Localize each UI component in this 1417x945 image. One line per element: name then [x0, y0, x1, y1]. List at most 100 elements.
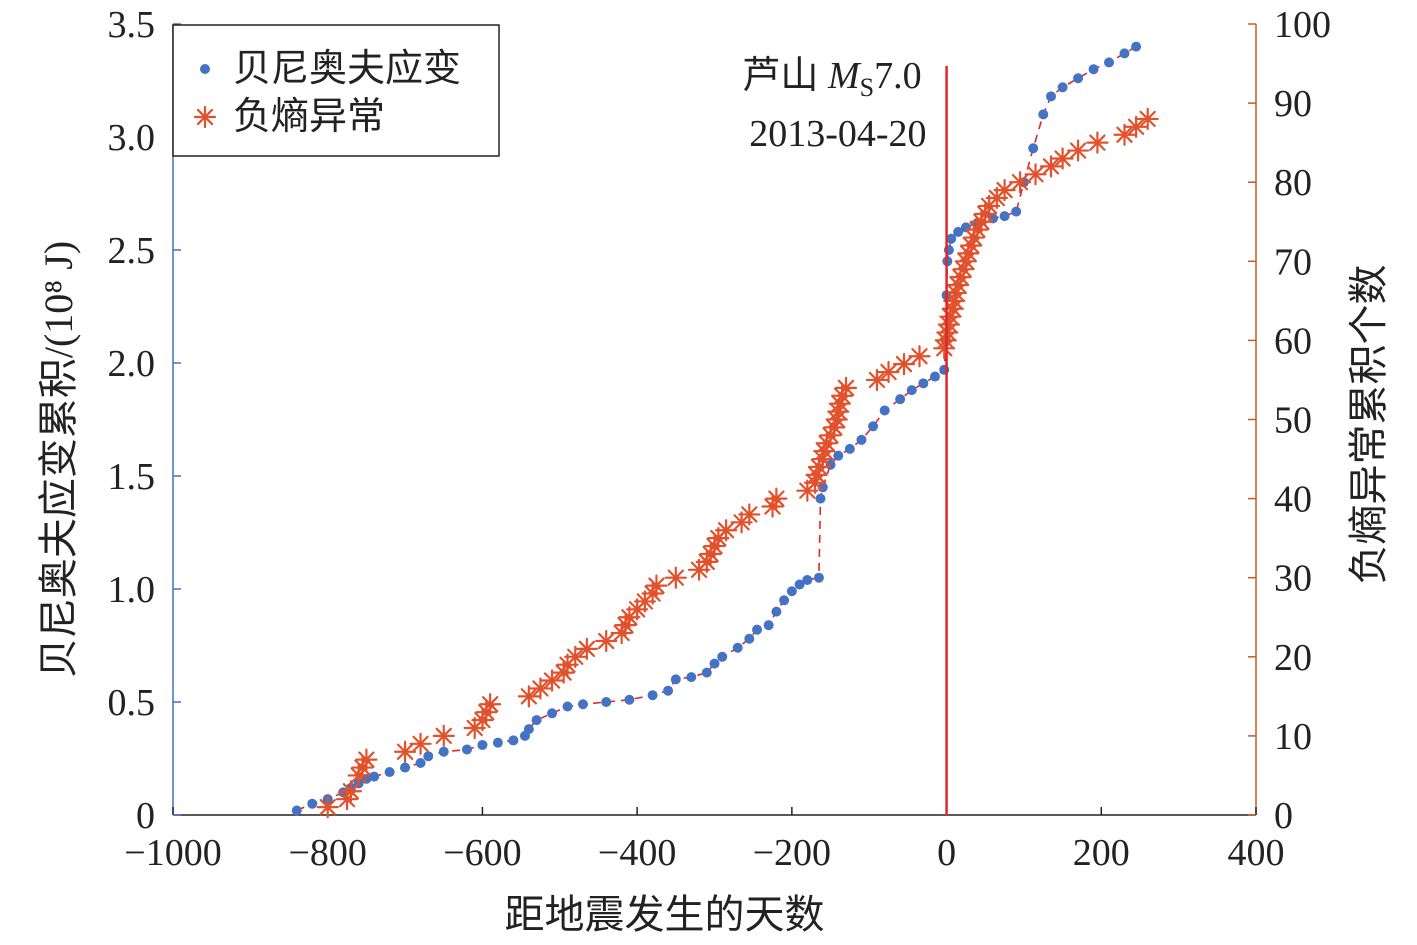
- entropy-point: [1136, 107, 1159, 131]
- strain-point: [523, 724, 534, 735]
- entropy-point: [540, 669, 564, 692]
- entropy-point: [1008, 171, 1032, 194]
- strain-point: [929, 371, 940, 382]
- strain-point: [400, 762, 411, 773]
- right-y-tick-label: 60: [1274, 320, 1312, 362]
- right-y-tick-label: 0: [1274, 795, 1293, 837]
- strain-point: [291, 805, 302, 816]
- entropy-point: [645, 574, 668, 597]
- strain-point: [771, 606, 782, 617]
- strain-point: [732, 642, 743, 653]
- entropy-point: [703, 534, 726, 558]
- left-y-tick-label: 0.5: [108, 682, 156, 724]
- legend-item-entropy: 负熵异常: [193, 96, 385, 138]
- strain-point: [744, 633, 755, 644]
- strain-point: [1131, 41, 1142, 52]
- strain-point: [477, 739, 488, 750]
- strain-point: [562, 701, 573, 712]
- x-tick-label: −200: [753, 832, 831, 874]
- entropy-point: [1039, 155, 1063, 178]
- entropy-point: [892, 353, 916, 376]
- x-tick-label: −400: [598, 832, 676, 874]
- strain-point: [547, 708, 558, 719]
- strain-point: [1046, 91, 1057, 102]
- entropy-point: [908, 345, 931, 368]
- entropy-point: [957, 242, 980, 265]
- strain-dashed-line: [296, 45, 1137, 812]
- strain-point: [1038, 109, 1049, 120]
- strain-point: [1104, 57, 1115, 68]
- axes: −1000 −800 −600 −400 −200 0 200 40000.51.01.52.…: [108, 4, 1332, 874]
- strain-point: [906, 385, 917, 396]
- strain-point: [384, 767, 395, 778]
- entropy-point: [564, 645, 587, 668]
- strain-point: [369, 771, 380, 782]
- right-y-tick-label: 30: [1274, 558, 1312, 600]
- right-y-tick-label: 90: [1274, 83, 1312, 125]
- annotation-magnitude-subscript: S: [860, 73, 874, 102]
- earthquake-annotation: 芦山 MS7.0 2013-04-20: [742, 55, 926, 155]
- legend-asterisk-marker: [193, 105, 217, 129]
- entropy-point: [834, 376, 858, 399]
- entropy-point: [316, 795, 339, 819]
- annotation-title: 芦山 MS7.0: [742, 55, 921, 102]
- strain-point: [815, 493, 826, 504]
- strain-point: [577, 699, 588, 710]
- strain-point: [686, 672, 697, 683]
- entropy-point: [765, 487, 788, 510]
- strain-point: [794, 579, 805, 590]
- left-y-tick-label: 3.5: [108, 4, 156, 46]
- legend: 贝尼奥夫应变 负熵异常: [172, 24, 500, 157]
- entropy-point: [575, 637, 598, 660]
- entropy-point: [738, 503, 761, 526]
- strain-point: [701, 667, 712, 678]
- strain-point: [1011, 206, 1022, 217]
- right-y-axis-label: 负熵异常累积个数: [1346, 265, 1391, 585]
- strain-point: [1088, 64, 1099, 75]
- strain-point: [647, 690, 658, 701]
- left-y-axis-label: 贝尼奥夫应变累积/(10⁸ J): [36, 241, 81, 678]
- strain-point: [999, 211, 1010, 222]
- strain-point: [709, 658, 720, 669]
- strain-point: [670, 674, 681, 685]
- x-tick-label: 400: [1228, 832, 1285, 874]
- annotation-magnitude-symbol: M: [827, 55, 862, 97]
- strain-point: [779, 595, 790, 606]
- x-tick-label: −600: [443, 832, 521, 874]
- entropy-point: [695, 550, 718, 573]
- strain-point: [601, 697, 612, 707]
- entropy-point: [1066, 139, 1090, 162]
- strain-point: [1119, 48, 1130, 59]
- legend-box: [172, 24, 500, 157]
- entropy-point: [335, 788, 359, 811]
- strain-point: [752, 624, 763, 635]
- strain-point: [868, 421, 879, 432]
- strain-point: [508, 735, 519, 746]
- entropy-point: [641, 582, 664, 605]
- strain-point: [802, 574, 813, 585]
- series-lines: [296, 45, 1137, 812]
- entropy-point: [1024, 163, 1047, 186]
- entropy-point: [339, 780, 363, 803]
- entropy-point: [952, 258, 975, 281]
- entropy-point: [595, 629, 618, 653]
- annotation-prefix: 芦山: [742, 55, 828, 97]
- left-y-tick-label: 1.0: [108, 569, 156, 611]
- entropy-point: [347, 764, 370, 787]
- strain-point: [856, 434, 867, 445]
- strain-point: [1028, 143, 1039, 154]
- series-marks: [291, 41, 1159, 819]
- entropy-point: [529, 677, 552, 700]
- x-tick-label: 0: [937, 832, 956, 874]
- entropy-point: [355, 748, 378, 771]
- right-y-tick-label: 50: [1274, 400, 1312, 442]
- left-y-tick-label: 2.0: [108, 343, 156, 385]
- entropy-point: [393, 740, 417, 763]
- right-y-tick-label: 80: [1274, 162, 1312, 204]
- entropy-point: [865, 368, 889, 392]
- strain-point: [717, 651, 728, 662]
- strain-point: [895, 394, 906, 405]
- left-y-tick-label: 1.5: [108, 456, 156, 498]
- entropy-point: [1124, 115, 1148, 138]
